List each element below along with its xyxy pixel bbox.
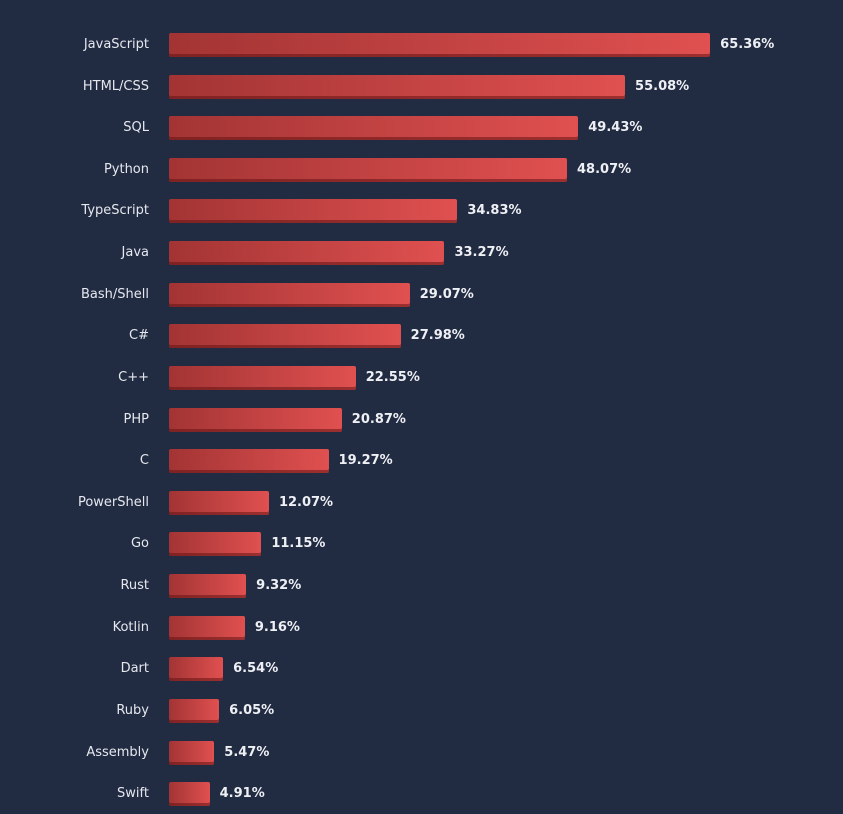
value-label: 5.47%: [224, 744, 270, 760]
category-label: JavaScript: [83, 37, 149, 52]
value-label: 9.16%: [254, 619, 300, 635]
value-label: 27.98%: [410, 328, 465, 344]
bar: [169, 615, 245, 640]
bar: [169, 657, 224, 682]
value-label: 33.27%: [454, 245, 509, 261]
category-label: Ruby: [116, 702, 149, 718]
bar: [169, 157, 568, 182]
category-label: Bash/Shell: [81, 286, 149, 302]
bar: [169, 74, 626, 99]
value-label: 48.07%: [577, 161, 632, 177]
bar: [169, 449, 329, 474]
value-label: 20.87%: [351, 411, 406, 427]
bar: [169, 199, 458, 224]
bar: [169, 241, 445, 266]
value-label: 22.55%: [365, 369, 420, 385]
category-label: TypeScript: [81, 203, 149, 219]
value-label: 49.43%: [588, 120, 643, 136]
category-label: Swift: [117, 786, 149, 802]
value-label: 55.08%: [635, 78, 690, 94]
category-label: PHP: [123, 411, 149, 427]
category-label: C: [139, 453, 149, 469]
value-label: 19.27%: [338, 453, 393, 469]
bar: [169, 407, 342, 432]
category-label: Rust: [120, 578, 149, 594]
value-label: 4.91%: [219, 786, 265, 802]
bar: [169, 698, 220, 723]
category-label: Java: [121, 245, 149, 261]
value-label: 29.07%: [419, 286, 474, 302]
category-label: HTML/CSS: [82, 78, 149, 94]
category-label: SQL: [123, 120, 149, 136]
bar: [169, 782, 210, 807]
category-label: Python: [103, 161, 149, 177]
value-label: 6.05%: [229, 702, 275, 718]
category-label: PowerShell: [77, 494, 149, 510]
bar: [169, 33, 711, 57]
value-label: 12.07%: [278, 494, 334, 510]
bar: [169, 365, 356, 390]
bar: [169, 490, 269, 515]
value-label: 6.54%: [233, 661, 279, 677]
category-label: C#: [129, 328, 149, 344]
value-label: 9.32%: [256, 578, 302, 594]
bar: [169, 324, 401, 349]
value-label: 65.36%: [720, 37, 775, 52]
bar: [169, 740, 215, 765]
bar: [169, 574, 247, 599]
value-label: 34.83%: [467, 203, 522, 219]
category-label: Assembly: [86, 744, 149, 760]
category-label: Dart: [120, 661, 149, 677]
category-label: C++: [118, 369, 149, 385]
category-label: Go: [130, 536, 149, 552]
bar: [169, 532, 262, 557]
bar: [169, 116, 579, 141]
value-label: 11.15%: [271, 536, 326, 552]
bar: [169, 282, 410, 307]
category-label: Kotlin: [112, 619, 149, 635]
